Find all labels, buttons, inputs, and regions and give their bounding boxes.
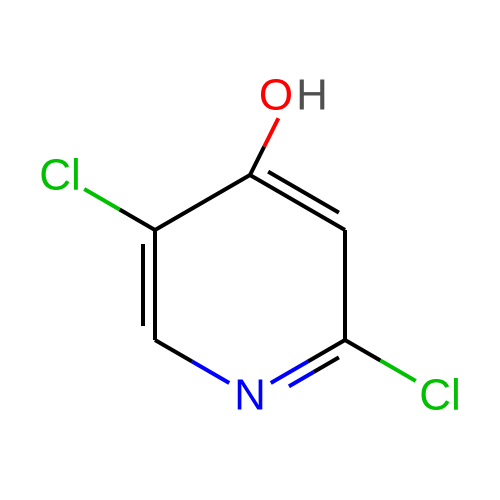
bond — [250, 147, 264, 175]
bond — [250, 175, 345, 230]
bond — [155, 340, 192, 361]
bond — [289, 372, 314, 386]
atom-label-O4-H: H — [296, 71, 328, 120]
bond — [380, 360, 415, 380]
bond — [155, 175, 250, 230]
molecule-canvas: N Cl Cl OH — [0, 0, 500, 500]
bond — [120, 210, 155, 230]
atom-label-Cl5: Cl — [39, 151, 81, 200]
bond — [192, 361, 229, 382]
bond — [264, 118, 278, 146]
atom-label-O4-O: O — [259, 71, 293, 120]
bond — [84, 189, 119, 209]
bond — [314, 357, 339, 371]
bond — [345, 340, 380, 360]
atom-label-Cl2: Cl — [419, 371, 461, 420]
bond — [308, 340, 345, 361]
atom-label-N1: N — [234, 371, 266, 420]
